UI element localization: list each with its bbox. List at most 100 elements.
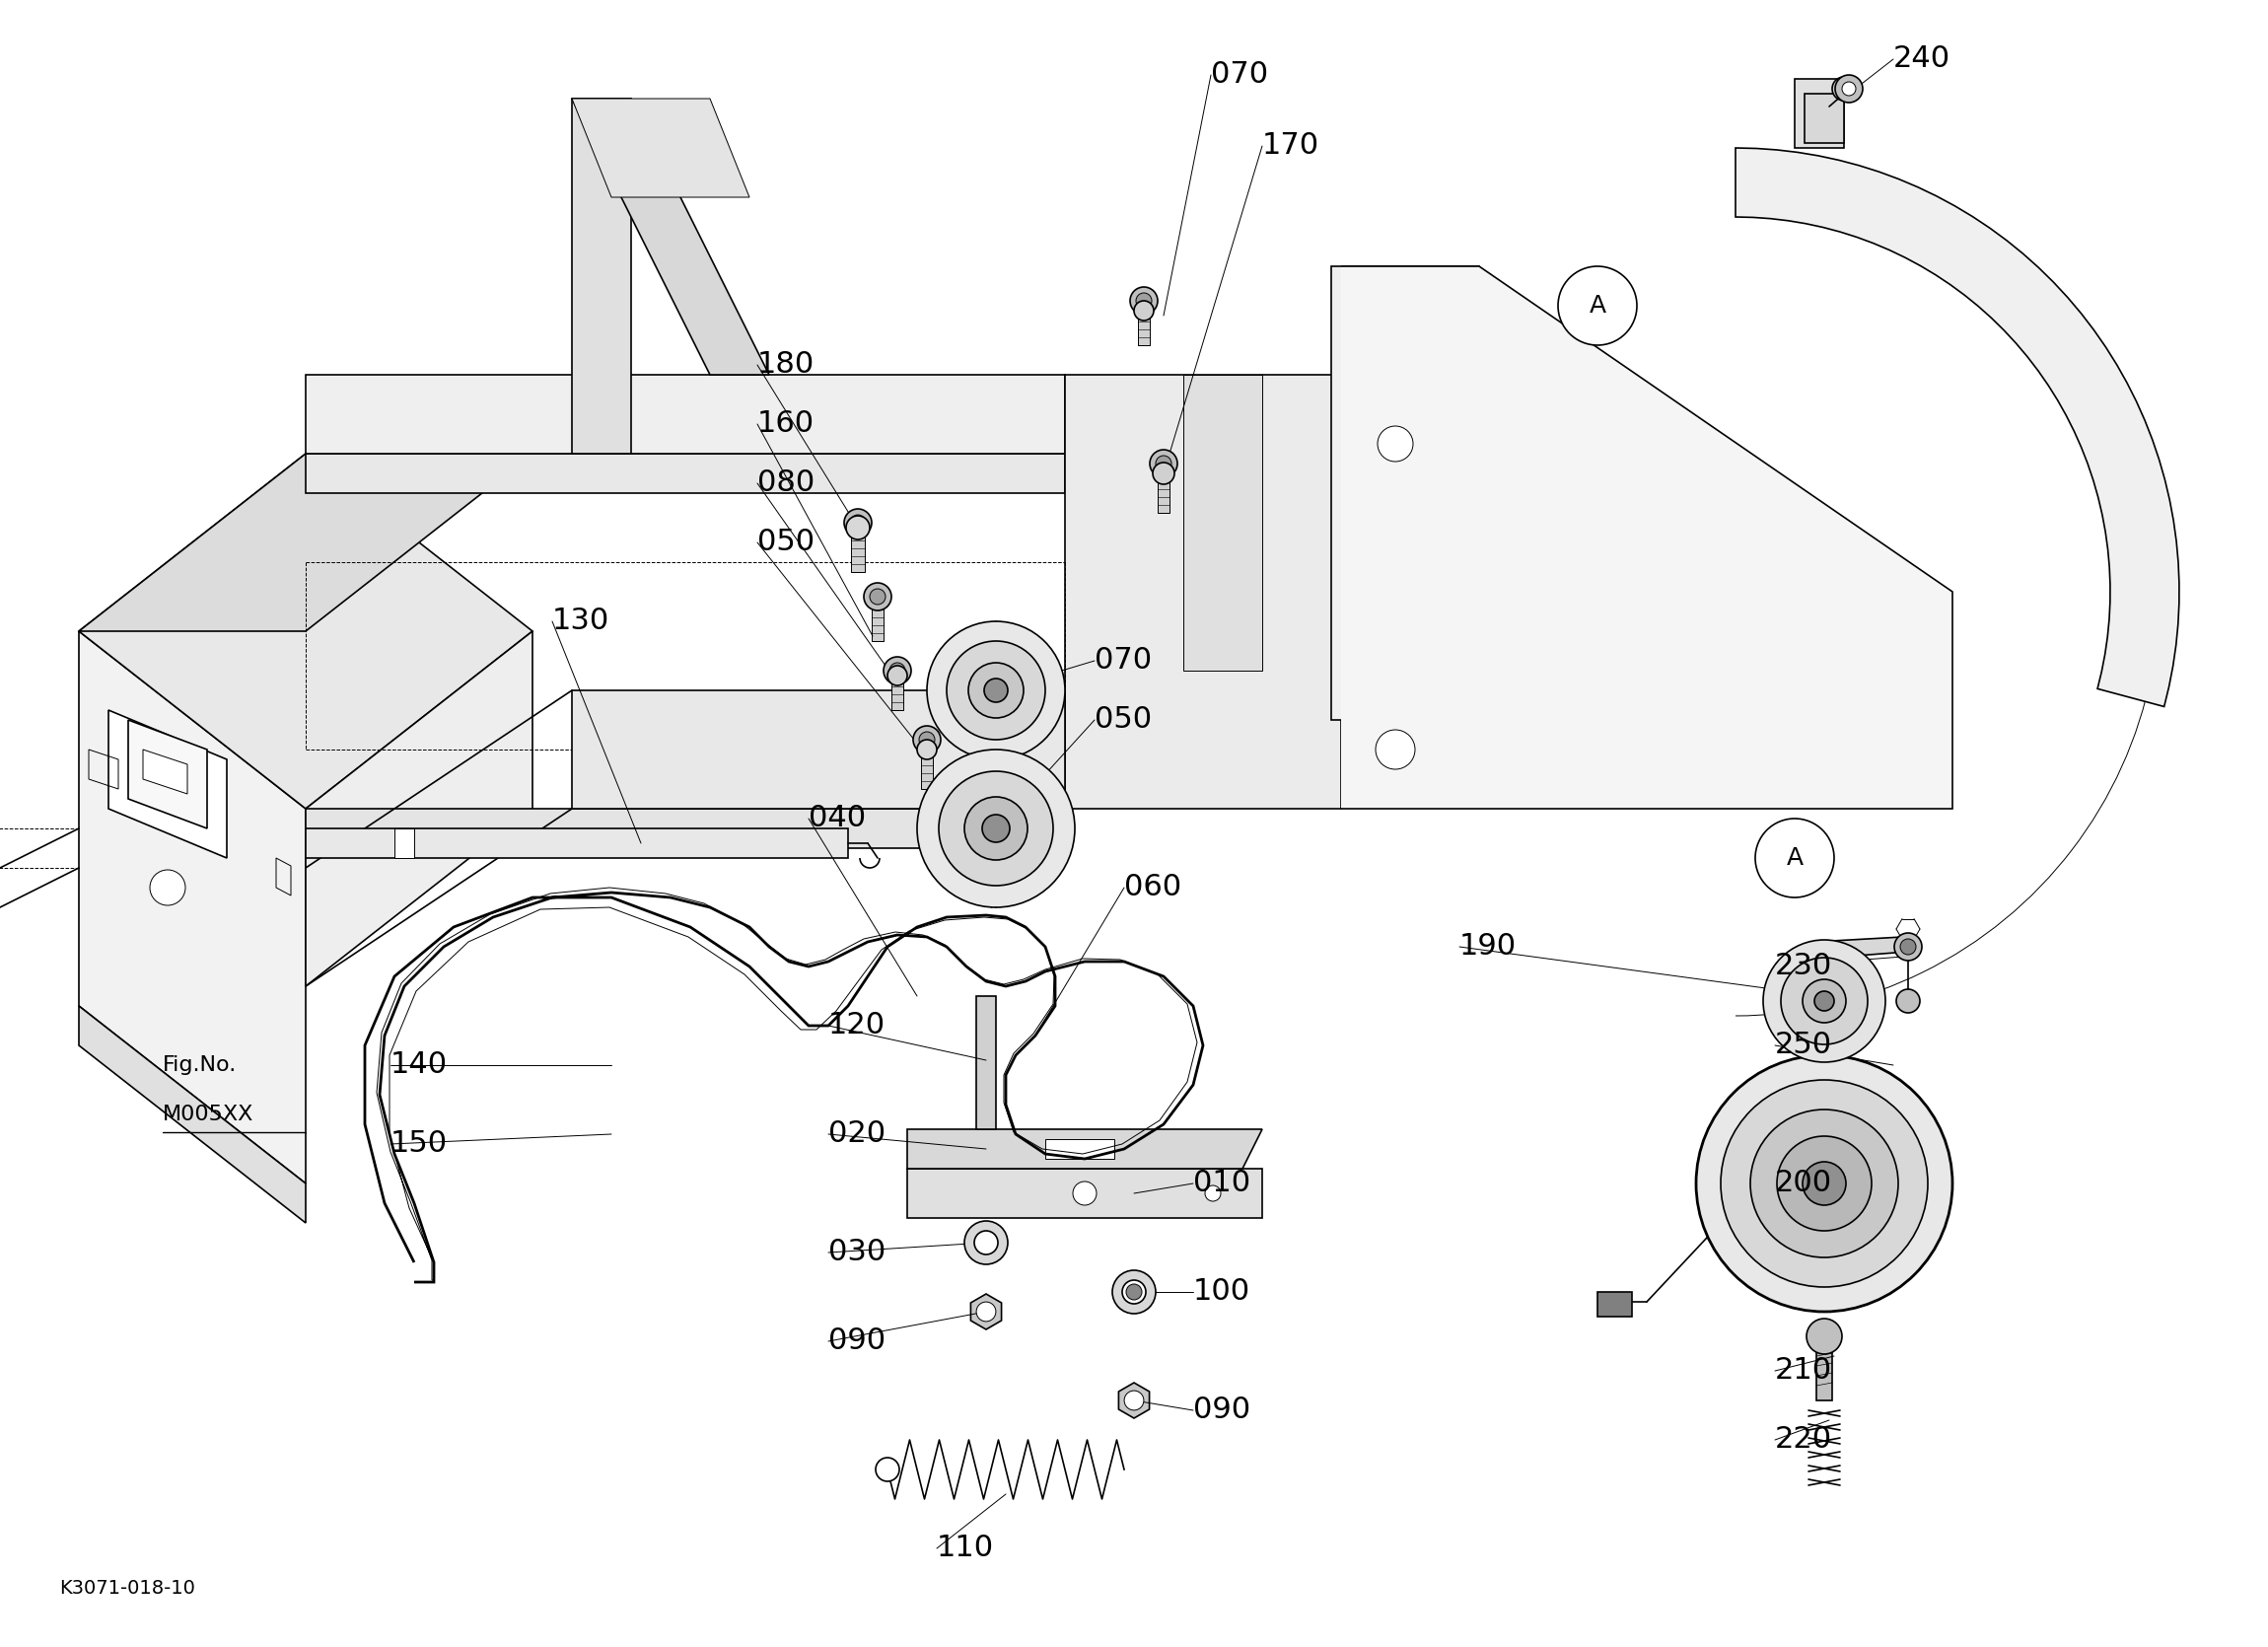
Circle shape — [964, 1220, 1007, 1265]
Polygon shape — [1118, 1383, 1150, 1418]
Text: 020: 020 — [828, 1120, 885, 1148]
Polygon shape — [907, 1169, 1263, 1219]
Text: 200: 200 — [1776, 1169, 1833, 1197]
Polygon shape — [572, 690, 1066, 809]
Text: 090: 090 — [1193, 1397, 1250, 1425]
Circle shape — [1894, 932, 1921, 960]
Text: 240: 240 — [1894, 44, 1950, 74]
Circle shape — [1134, 301, 1154, 321]
Polygon shape — [306, 631, 533, 987]
Polygon shape — [79, 1006, 306, 1224]
Circle shape — [1762, 940, 1885, 1062]
Circle shape — [1152, 463, 1175, 484]
Text: 150: 150 — [390, 1130, 447, 1158]
Circle shape — [1157, 456, 1173, 471]
Circle shape — [850, 516, 866, 530]
Text: 100: 100 — [1193, 1278, 1250, 1306]
Circle shape — [1814, 991, 1835, 1011]
Circle shape — [864, 583, 891, 611]
Polygon shape — [79, 631, 306, 1184]
Polygon shape — [1794, 79, 1844, 148]
Circle shape — [1833, 77, 1855, 100]
Text: 250: 250 — [1776, 1031, 1833, 1059]
Polygon shape — [109, 710, 227, 858]
Text: 070: 070 — [1095, 647, 1152, 675]
Polygon shape — [306, 376, 1066, 453]
Text: 140: 140 — [390, 1051, 447, 1079]
Circle shape — [964, 797, 1027, 860]
Circle shape — [1696, 1056, 1953, 1311]
Polygon shape — [971, 1295, 1002, 1329]
Text: 050: 050 — [758, 529, 814, 557]
Polygon shape — [921, 740, 932, 789]
Text: 160: 160 — [758, 410, 814, 438]
Circle shape — [1377, 730, 1415, 769]
Polygon shape — [871, 596, 885, 641]
Circle shape — [1204, 1186, 1220, 1201]
Circle shape — [1558, 267, 1637, 346]
Polygon shape — [1361, 542, 1420, 611]
Text: 180: 180 — [758, 351, 814, 379]
Polygon shape — [79, 453, 533, 809]
Circle shape — [869, 588, 885, 604]
Circle shape — [916, 749, 1075, 907]
Polygon shape — [572, 99, 769, 376]
Circle shape — [846, 516, 869, 540]
Text: A: A — [1590, 293, 1606, 318]
Circle shape — [875, 1458, 900, 1481]
Circle shape — [1755, 819, 1835, 898]
Circle shape — [919, 731, 934, 748]
Polygon shape — [395, 828, 415, 858]
Polygon shape — [1066, 376, 1340, 809]
Circle shape — [1803, 1161, 1846, 1206]
Polygon shape — [1331, 267, 1479, 720]
Polygon shape — [79, 453, 533, 631]
Circle shape — [1835, 76, 1862, 102]
Text: 070: 070 — [1211, 61, 1268, 89]
Polygon shape — [1814, 937, 1907, 1001]
Text: M005XX: M005XX — [163, 1105, 254, 1125]
Polygon shape — [1046, 1140, 1114, 1159]
Circle shape — [889, 662, 905, 679]
Circle shape — [982, 815, 1009, 842]
Circle shape — [1721, 1080, 1928, 1286]
Polygon shape — [1340, 267, 1953, 809]
Text: K3071-018-10: K3071-018-10 — [59, 1578, 195, 1598]
Circle shape — [1780, 957, 1867, 1044]
Polygon shape — [850, 522, 864, 572]
Text: 120: 120 — [828, 1011, 885, 1039]
Text: 030: 030 — [828, 1239, 887, 1267]
Circle shape — [1808, 1319, 1842, 1354]
Text: Fig.No.: Fig.No. — [163, 1056, 236, 1075]
Polygon shape — [1361, 641, 1420, 690]
Polygon shape — [975, 996, 996, 1130]
Circle shape — [1751, 1110, 1898, 1257]
Circle shape — [1776, 1136, 1871, 1230]
Polygon shape — [572, 99, 631, 453]
Circle shape — [1150, 450, 1177, 478]
Circle shape — [928, 621, 1066, 759]
Polygon shape — [1597, 1291, 1633, 1316]
Text: 040: 040 — [810, 804, 866, 833]
Polygon shape — [1139, 301, 1150, 346]
Circle shape — [975, 1301, 996, 1321]
Text: 080: 080 — [758, 469, 814, 497]
Text: 090: 090 — [828, 1327, 885, 1355]
Circle shape — [916, 740, 937, 759]
Polygon shape — [306, 809, 1066, 848]
Circle shape — [1896, 990, 1921, 1013]
Text: A: A — [1787, 847, 1803, 870]
Circle shape — [984, 679, 1007, 702]
Text: 220: 220 — [1776, 1426, 1833, 1454]
Polygon shape — [1817, 1336, 1833, 1400]
Text: 110: 110 — [937, 1533, 993, 1563]
Circle shape — [885, 657, 912, 685]
Circle shape — [914, 726, 941, 753]
Polygon shape — [1157, 463, 1170, 512]
Circle shape — [968, 662, 1023, 718]
Circle shape — [1127, 1285, 1141, 1299]
Circle shape — [1136, 293, 1152, 308]
Circle shape — [844, 509, 871, 537]
Circle shape — [1377, 427, 1413, 461]
Circle shape — [1073, 1181, 1095, 1206]
